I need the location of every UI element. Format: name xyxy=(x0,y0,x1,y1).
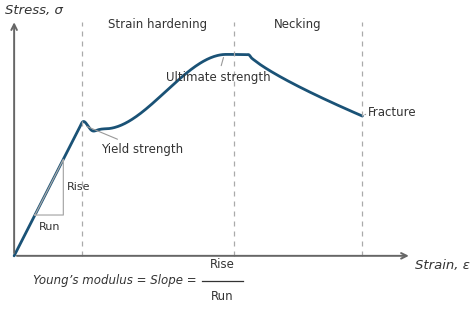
Text: Run: Run xyxy=(38,222,60,232)
Text: Young’s modulus = Slope =: Young’s modulus = Slope = xyxy=(33,274,201,287)
Text: Fracture: Fracture xyxy=(368,107,417,119)
Text: Yield strength: Yield strength xyxy=(87,126,183,156)
Text: Rise: Rise xyxy=(67,182,91,192)
Text: Strain, ε: Strain, ε xyxy=(415,259,470,272)
Text: Stress, σ: Stress, σ xyxy=(5,4,63,17)
Text: Necking: Necking xyxy=(274,18,322,31)
Text: Ultimate strength: Ultimate strength xyxy=(165,57,270,84)
Text: Strain hardening: Strain hardening xyxy=(109,18,208,31)
Text: Run: Run xyxy=(211,290,234,303)
Text: Rise: Rise xyxy=(210,258,235,271)
